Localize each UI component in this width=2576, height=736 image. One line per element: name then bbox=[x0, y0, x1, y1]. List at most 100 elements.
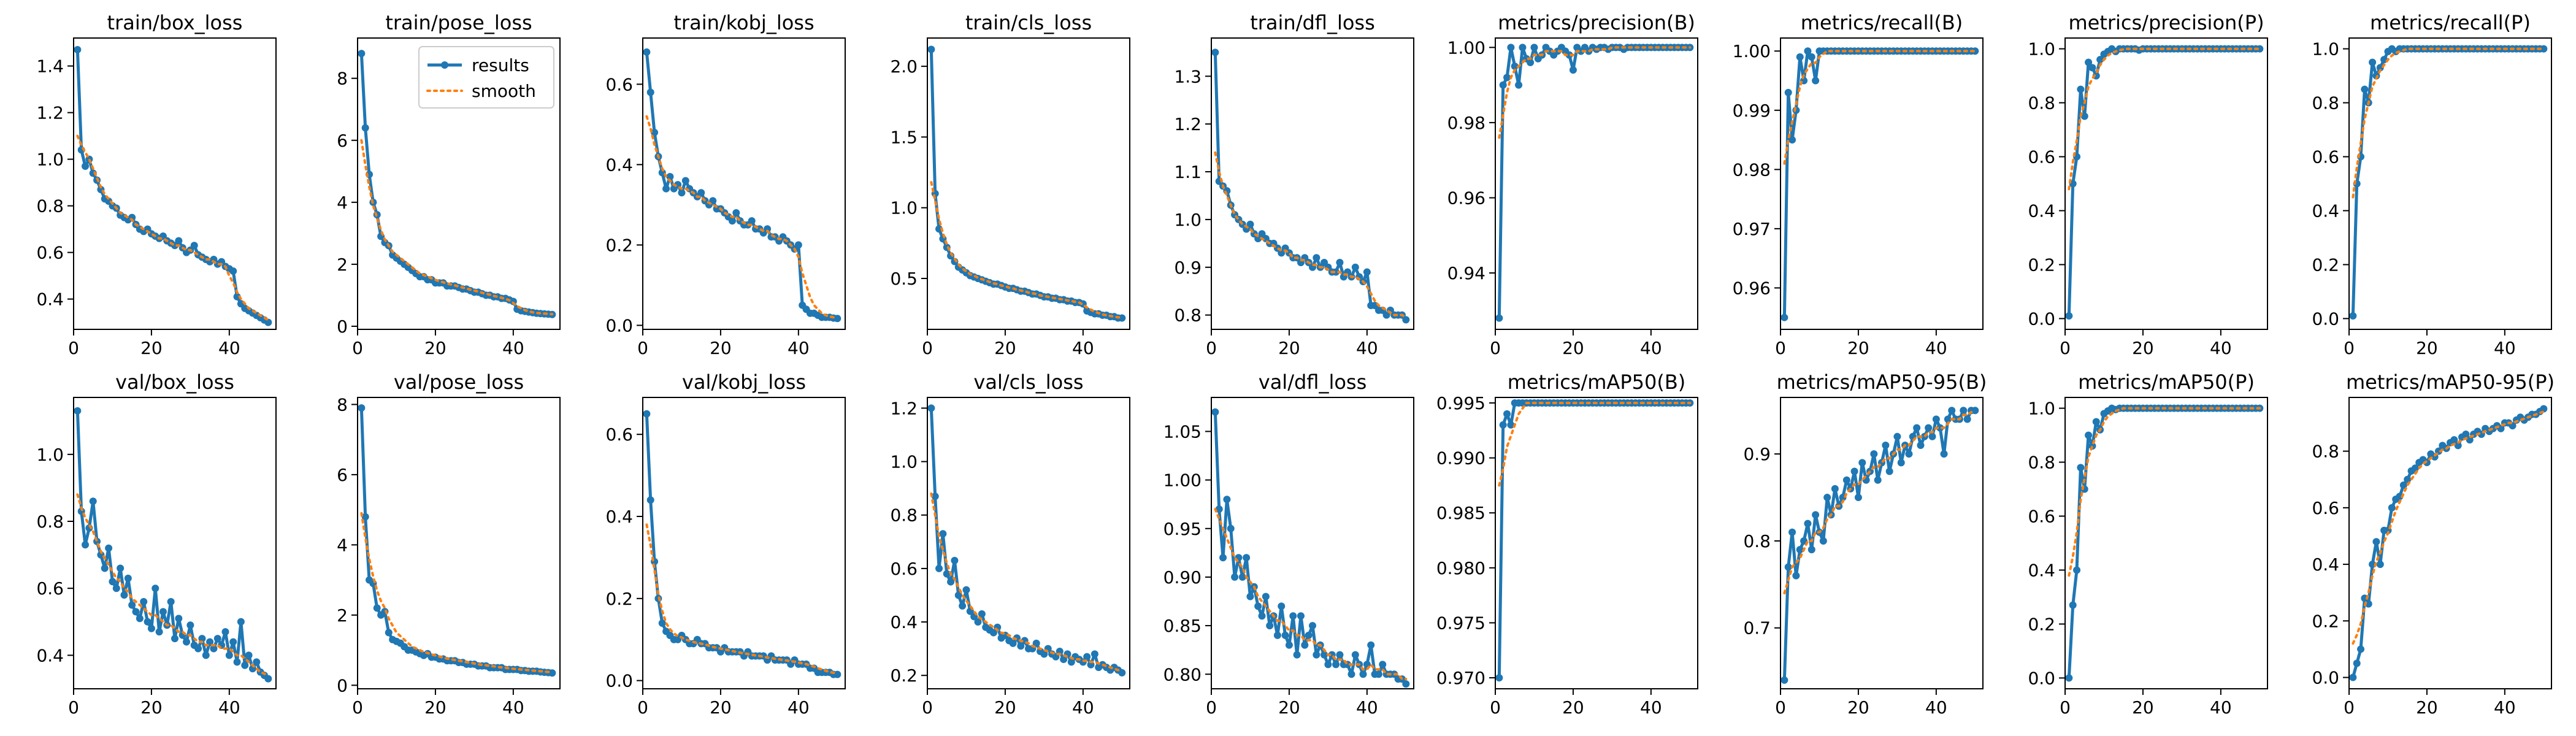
results-point bbox=[989, 629, 997, 637]
results-point bbox=[1819, 537, 1827, 545]
y-tick-label: 0.4 bbox=[605, 155, 633, 175]
series-smooth-line bbox=[1498, 401, 1692, 487]
plot-frame bbox=[1495, 397, 1698, 689]
results-point bbox=[2376, 561, 2384, 569]
plot-frame bbox=[2064, 37, 2268, 330]
chart-panel: val/dfl_loss 0 20 40 0.80 0.85 0.90 0.95 1.00 1.0… bbox=[1163, 370, 1414, 718]
y-tick-label: 0.0 bbox=[2312, 668, 2339, 688]
results-point bbox=[1882, 441, 1890, 449]
plot-area bbox=[74, 46, 272, 326]
y-tick-label: 0.90 bbox=[1163, 567, 1202, 588]
results-point bbox=[1246, 592, 1254, 600]
legend-results-marker bbox=[441, 61, 448, 69]
x-tick-label: 0 bbox=[1775, 697, 1786, 718]
y-tick-label: 0.4 bbox=[2312, 201, 2339, 221]
results-point bbox=[1850, 467, 1858, 475]
results-point bbox=[1932, 415, 1940, 423]
y-tick-label: 0.2 bbox=[890, 665, 918, 686]
series-results-line bbox=[929, 49, 1122, 320]
results-point bbox=[233, 293, 241, 301]
x-tick-label: 20 bbox=[424, 697, 447, 718]
y-tick-label: 0.4 bbox=[36, 645, 64, 665]
results-point bbox=[1936, 424, 1944, 432]
results-point bbox=[1223, 496, 1231, 504]
y-tick-label: 0.96 bbox=[1733, 278, 1771, 298]
results-point bbox=[117, 564, 125, 572]
plot-area bbox=[1211, 48, 1410, 324]
y-tick-label: 1.3 bbox=[1174, 66, 1202, 86]
results-point bbox=[548, 669, 556, 677]
results-point bbox=[1905, 450, 1913, 458]
results-point bbox=[646, 88, 654, 96]
results-point bbox=[2466, 436, 2474, 444]
results-point bbox=[748, 217, 756, 225]
results-point bbox=[147, 624, 155, 632]
plot-frame bbox=[1780, 37, 1984, 330]
results-point bbox=[74, 46, 82, 53]
results-point bbox=[1807, 546, 1815, 554]
results-point bbox=[241, 661, 249, 669]
chart-title: train/dfl_loss bbox=[1250, 11, 1375, 34]
y-tick-label: 2 bbox=[337, 255, 348, 275]
series-smooth-line bbox=[1783, 409, 1977, 595]
results-point bbox=[1515, 81, 1523, 89]
y-tick-label: 0.4 bbox=[605, 507, 633, 527]
chart-panel: metrics/precision(P) 0 20 40 0.0 0.2 0.4 0.6 0.8… bbox=[2028, 11, 2268, 358]
x-tick-label: 40 bbox=[2210, 338, 2232, 358]
chart-title: val/cls_loss bbox=[973, 370, 1083, 394]
x-tick-label: 40 bbox=[788, 338, 810, 358]
results-point bbox=[1083, 653, 1091, 661]
results-point bbox=[120, 591, 128, 599]
y-tick-label: 0.96 bbox=[1447, 188, 1485, 208]
results-point bbox=[1336, 258, 1344, 266]
series-results-line bbox=[1782, 408, 1976, 680]
results-point bbox=[927, 404, 935, 412]
results-point bbox=[1495, 314, 1503, 322]
plot-frame bbox=[1495, 37, 1698, 330]
results-point bbox=[651, 128, 659, 136]
results-point bbox=[1940, 450, 1948, 458]
results-point bbox=[1530, 44, 1538, 52]
results-point bbox=[1527, 58, 1535, 66]
results-point bbox=[1569, 66, 1577, 74]
chart-title: metrics/mAP50(P) bbox=[2078, 370, 2255, 394]
results-point bbox=[1893, 432, 1901, 440]
series-smooth-line bbox=[1498, 46, 1692, 139]
y-tick-label: 0.6 bbox=[605, 424, 633, 445]
chart-title: train/kobj_loss bbox=[673, 11, 814, 34]
results-point bbox=[124, 574, 132, 582]
y-tick-label: 1.4 bbox=[36, 56, 64, 77]
results-point bbox=[89, 497, 97, 505]
x-tick-label: 20 bbox=[140, 338, 163, 358]
results-point bbox=[1278, 602, 1286, 610]
series-smooth-line bbox=[76, 134, 270, 321]
legend-results-label: results bbox=[472, 55, 529, 75]
y-tick-label: 0.8 bbox=[2312, 442, 2339, 462]
x-tick-label: 40 bbox=[1640, 338, 1662, 358]
results-point bbox=[2353, 659, 2361, 667]
plot-area bbox=[74, 407, 272, 683]
results-point bbox=[1266, 622, 1274, 630]
results-point bbox=[978, 610, 986, 618]
y-tick-label: 0.2 bbox=[2028, 614, 2055, 634]
y-tick-label: 0.0 bbox=[605, 315, 633, 335]
results-point bbox=[2404, 475, 2412, 483]
x-tick-label: 20 bbox=[710, 697, 732, 718]
x-tick-label: 40 bbox=[788, 697, 810, 718]
chart-panel: train/pose_loss 0 20 40 0 2 4 6 8 results smooth bbox=[337, 11, 561, 358]
results-point bbox=[1040, 650, 1048, 658]
results-point bbox=[834, 315, 841, 323]
results-point bbox=[2096, 56, 2104, 64]
y-tick-label: 4 bbox=[337, 535, 348, 555]
plot-frame bbox=[357, 37, 561, 330]
results-point bbox=[1363, 268, 1371, 276]
y-tick-label: 1.2 bbox=[890, 398, 918, 418]
y-tick-label: 1.0 bbox=[36, 445, 64, 465]
results-point bbox=[221, 628, 229, 636]
x-tick-label: 20 bbox=[1847, 697, 1869, 718]
series-smooth-line bbox=[930, 181, 1124, 320]
plot-frame bbox=[927, 37, 1130, 330]
y-tick-label: 0.2 bbox=[605, 235, 633, 255]
chart-panel: train/kobj_loss 0 20 40 0.0 0.2 0.4 0.6 bbox=[605, 11, 846, 358]
y-tick-label: 0 bbox=[337, 316, 348, 337]
